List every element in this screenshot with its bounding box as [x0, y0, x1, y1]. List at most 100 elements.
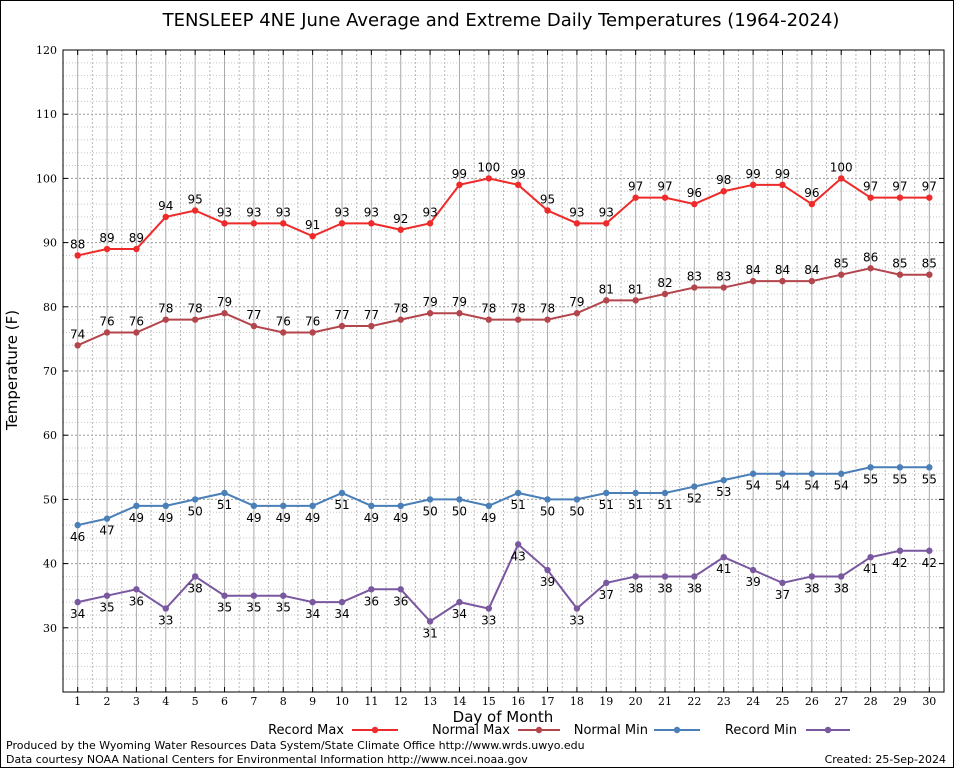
- data-label-normal-max: 82: [657, 276, 672, 290]
- data-label-normal-max: 79: [569, 295, 584, 309]
- data-point-normal-min: [926, 464, 933, 471]
- data-label-normal-max: 78: [393, 302, 408, 316]
- data-point-normal-min: [632, 489, 639, 497]
- data-point-normal-min: [749, 470, 757, 477]
- data-point-normal-min: [426, 496, 434, 503]
- series-normal-max: 74 76 76 78 78 79 77 76 76 77 77 78 79 79 78 78 78 79 81 81…: [70, 250, 937, 349]
- data-point-normal-max: [838, 271, 845, 278]
- y-tick-label: 90: [43, 237, 57, 250]
- data-point-record-min: [603, 579, 610, 587]
- chart-title: TENSLEEP 4NE June Average and Extreme Da…: [162, 10, 840, 31]
- data-point-record-max: [691, 200, 698, 208]
- data-point-normal-max: [749, 277, 757, 285]
- data-label-record-max: 93: [364, 205, 379, 219]
- data-point-record-max: [309, 232, 316, 240]
- data-label-normal-min: 55: [892, 472, 907, 486]
- data-label-normal-min: 49: [276, 511, 291, 525]
- series-line-record-max: [77, 177, 930, 257]
- x-tick-label: 17: [541, 695, 555, 708]
- data-point-normal-min: [720, 476, 727, 484]
- y-tick-label: 120: [36, 44, 57, 57]
- data-label-record-min: 42: [922, 556, 937, 570]
- data-point-normal-min: [779, 470, 786, 477]
- data-point-record-min: [397, 586, 404, 593]
- data-point-normal-max: [426, 310, 434, 317]
- series-line-normal-min: [77, 466, 930, 527]
- data-point-normal-max: [544, 316, 551, 323]
- data-point-normal-max: [926, 271, 933, 278]
- data-point-record-min: [720, 553, 727, 561]
- data-point-normal-min: [808, 470, 816, 477]
- data-label-normal-min: 54: [804, 479, 819, 493]
- data-label-normal-min: 52: [687, 492, 702, 506]
- x-tick-label: 22: [687, 695, 701, 708]
- data-label-record-max: 96: [687, 186, 702, 200]
- data-label-record-min: 38: [188, 581, 203, 595]
- data-label-record-min: 35: [99, 601, 114, 615]
- data-label-normal-min: 51: [657, 498, 672, 512]
- data-point-normal-min: [544, 496, 551, 503]
- data-label-record-max: 93: [217, 205, 232, 219]
- data-point-record-min: [250, 592, 258, 599]
- data-point-record-min: [485, 605, 493, 612]
- x-tick-label: 10: [335, 695, 349, 708]
- data-point-record-max: [926, 194, 933, 201]
- data-point-record-max: [603, 220, 610, 227]
- data-label-normal-max: 81: [599, 282, 614, 296]
- series-normal-min: 46 47 49 49 50 51 49 49 49 51 49 49 50 50 49 51 50 50 51 51…: [70, 464, 937, 544]
- data-point-record-min: [133, 586, 140, 593]
- data-label-record-min: 33: [481, 614, 496, 628]
- legend-label-normal-min: Normal Min: [574, 723, 648, 738]
- data-point-record-max: [720, 188, 727, 195]
- data-label-normal-min: 49: [481, 511, 496, 525]
- data-label-normal-min: 54: [745, 479, 760, 493]
- data-label-record-max: 99: [452, 167, 467, 181]
- y-tick-label: 40: [43, 558, 57, 571]
- data-label-normal-min: 55: [922, 472, 937, 486]
- data-label-normal-max: 79: [452, 295, 467, 309]
- data-point-record-max: [221, 220, 228, 227]
- data-label-normal-max: 81: [628, 282, 643, 296]
- x-tick-label: 15: [482, 695, 496, 708]
- data-label-normal-min: 49: [393, 511, 408, 525]
- data-label-record-max: 97: [922, 180, 937, 194]
- data-label-record-min: 38: [687, 581, 702, 595]
- data-label-record-min: 35: [217, 601, 232, 615]
- data-point-record-max: [280, 220, 287, 227]
- data-point-record-max: [162, 213, 169, 221]
- data-point-record-max: [544, 207, 551, 214]
- y-axis-label: Temperature (F): [3, 310, 21, 431]
- data-label-normal-max: 78: [481, 302, 496, 316]
- data-point-record-min: [573, 605, 581, 612]
- legend-label-record-min: Record Min: [725, 723, 797, 738]
- data-point-normal-min: [368, 502, 375, 510]
- data-point-normal-max: [250, 322, 258, 330]
- x-tick-label: 11: [364, 695, 378, 708]
- data-point-normal-max: [309, 329, 316, 336]
- footer-created: Created: 25-Sep-2024: [824, 753, 946, 766]
- data-point-record-max: [191, 207, 199, 214]
- data-point-record-max: [514, 181, 522, 189]
- data-label-normal-max: 77: [364, 308, 379, 322]
- data-point-record-max: [397, 226, 404, 233]
- data-label-record-max: 97: [892, 180, 907, 194]
- data-point-normal-max: [867, 265, 874, 272]
- data-point-normal-max: [221, 310, 228, 317]
- data-point-record-min: [456, 598, 463, 606]
- data-label-record-min: 39: [540, 575, 555, 589]
- data-point-normal-min: [397, 502, 404, 510]
- series-record-min: 34 35 36 33 38 35 35 35 34 34 36 36 31 34 33 43 39 33 37 38…: [70, 541, 937, 640]
- data-label-record-min: 38: [657, 581, 672, 595]
- data-point-normal-max: [103, 329, 111, 336]
- data-label-normal-max: 76: [129, 314, 144, 328]
- x-tick-label: 12: [394, 695, 408, 708]
- data-point-record-min: [514, 541, 522, 548]
- data-point-record-min: [867, 553, 874, 561]
- data-point-normal-min: [661, 489, 669, 497]
- x-tick-label: 26: [805, 695, 819, 708]
- data-point-normal-min: [280, 502, 287, 510]
- data-label-normal-min: 50: [422, 504, 437, 518]
- data-point-record-min: [368, 586, 375, 593]
